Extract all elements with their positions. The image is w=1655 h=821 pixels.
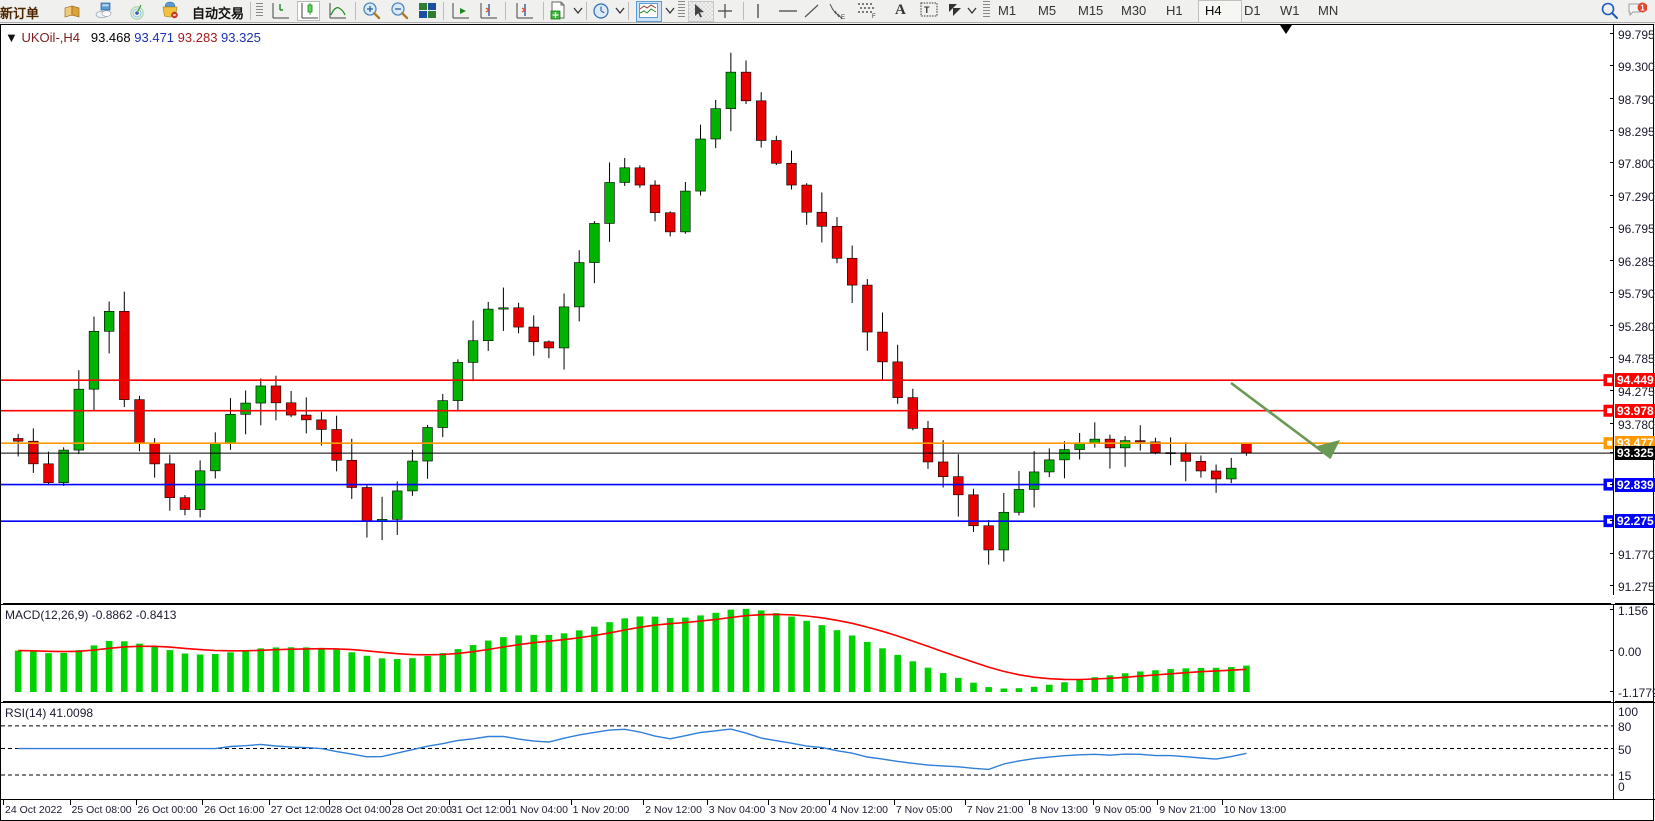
svg-text:E: E <box>841 15 845 20</box>
svg-text:T: T <box>924 5 930 15</box>
svg-text:F: F <box>872 14 876 19</box>
svg-text:1: 1 <box>1640 3 1645 12</box>
